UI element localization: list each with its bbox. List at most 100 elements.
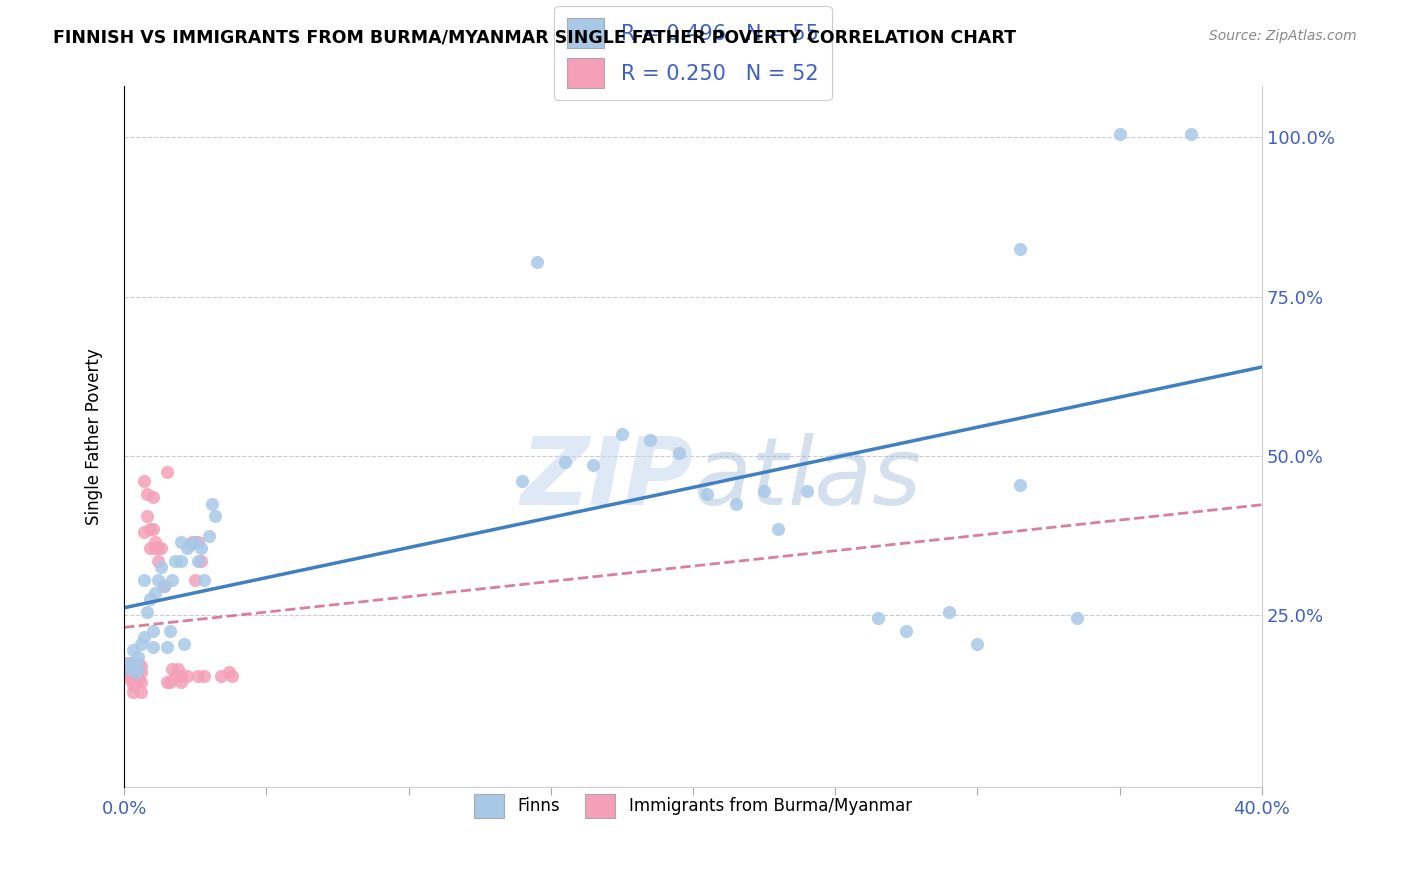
Point bbox=[156, 465, 179, 479]
Point bbox=[132, 631, 155, 645]
Point bbox=[162, 573, 184, 587]
Point bbox=[162, 662, 184, 676]
Point bbox=[554, 455, 576, 469]
Point bbox=[129, 675, 152, 690]
Point bbox=[124, 668, 146, 682]
Point bbox=[179, 538, 201, 552]
Point bbox=[132, 475, 155, 489]
Text: atlas: atlas bbox=[693, 434, 921, 524]
Text: ZIP: ZIP bbox=[520, 433, 693, 524]
Point bbox=[129, 684, 152, 698]
Point bbox=[145, 534, 167, 549]
Point bbox=[129, 665, 152, 680]
Point bbox=[1108, 127, 1130, 141]
Point bbox=[176, 668, 198, 682]
Point bbox=[118, 672, 141, 686]
Point bbox=[193, 668, 215, 682]
Point bbox=[218, 665, 240, 680]
Point bbox=[145, 586, 167, 600]
Point bbox=[127, 672, 149, 686]
Point bbox=[1180, 127, 1202, 141]
Point bbox=[173, 637, 195, 651]
Point bbox=[866, 611, 889, 625]
Point bbox=[127, 665, 149, 680]
Point bbox=[610, 426, 633, 441]
Point bbox=[150, 560, 173, 574]
Point bbox=[127, 649, 149, 664]
Point bbox=[153, 579, 176, 593]
Point bbox=[118, 656, 141, 670]
Point bbox=[145, 541, 167, 556]
Point bbox=[115, 665, 138, 680]
Point bbox=[115, 662, 138, 676]
Point bbox=[198, 528, 221, 542]
Point bbox=[132, 573, 155, 587]
Point bbox=[193, 573, 215, 587]
Point bbox=[696, 487, 718, 501]
Point bbox=[512, 475, 534, 489]
Point bbox=[159, 624, 181, 638]
Point bbox=[209, 668, 232, 682]
Y-axis label: Single Father Poverty: Single Father Poverty bbox=[86, 349, 103, 525]
Point bbox=[142, 522, 165, 536]
Point bbox=[142, 640, 165, 654]
Point bbox=[132, 525, 155, 540]
Point bbox=[896, 624, 918, 638]
Point bbox=[118, 662, 141, 676]
Point bbox=[204, 509, 226, 524]
Point bbox=[135, 509, 157, 524]
Point bbox=[115, 662, 138, 676]
Point bbox=[1010, 242, 1032, 256]
Point bbox=[135, 487, 157, 501]
Point bbox=[752, 483, 775, 498]
Point bbox=[526, 254, 548, 268]
Point bbox=[138, 541, 160, 556]
Legend: Finns, Immigrants from Burma/Myanmar: Finns, Immigrants from Burma/Myanmar bbox=[468, 788, 918, 824]
Point bbox=[170, 554, 193, 568]
Point bbox=[138, 592, 160, 607]
Point bbox=[768, 522, 790, 536]
Point bbox=[1010, 477, 1032, 491]
Point bbox=[165, 668, 187, 682]
Point bbox=[121, 665, 143, 680]
Point bbox=[184, 534, 207, 549]
Point bbox=[187, 668, 209, 682]
Point bbox=[142, 624, 165, 638]
Point bbox=[148, 554, 170, 568]
Point bbox=[156, 675, 179, 690]
Point bbox=[170, 675, 193, 690]
Point bbox=[124, 665, 146, 680]
Point bbox=[127, 656, 149, 670]
Point bbox=[201, 497, 224, 511]
Text: FINNISH VS IMMIGRANTS FROM BURMA/MYANMAR SINGLE FATHER POVERTY CORRELATION CHART: FINNISH VS IMMIGRANTS FROM BURMA/MYANMAR… bbox=[53, 29, 1017, 46]
Point bbox=[121, 643, 143, 657]
Point bbox=[156, 640, 179, 654]
Point bbox=[129, 659, 152, 673]
Point bbox=[121, 659, 143, 673]
Point bbox=[190, 554, 212, 568]
Point bbox=[115, 656, 138, 670]
Point bbox=[129, 637, 152, 651]
Point bbox=[148, 541, 170, 556]
Point bbox=[167, 662, 190, 676]
Point bbox=[796, 483, 818, 498]
Point bbox=[176, 541, 198, 556]
Point bbox=[124, 665, 146, 680]
Point bbox=[668, 446, 690, 460]
Point bbox=[118, 668, 141, 682]
Point bbox=[121, 678, 143, 692]
Point bbox=[138, 522, 160, 536]
Point bbox=[135, 605, 157, 619]
Point bbox=[187, 554, 209, 568]
Point bbox=[159, 675, 181, 690]
Point bbox=[124, 659, 146, 673]
Point bbox=[582, 458, 605, 473]
Point bbox=[153, 579, 176, 593]
Point bbox=[1066, 611, 1088, 625]
Point bbox=[142, 490, 165, 504]
Point bbox=[148, 573, 170, 587]
Point bbox=[938, 605, 960, 619]
Point bbox=[190, 541, 212, 556]
Point bbox=[966, 637, 988, 651]
Point bbox=[170, 668, 193, 682]
